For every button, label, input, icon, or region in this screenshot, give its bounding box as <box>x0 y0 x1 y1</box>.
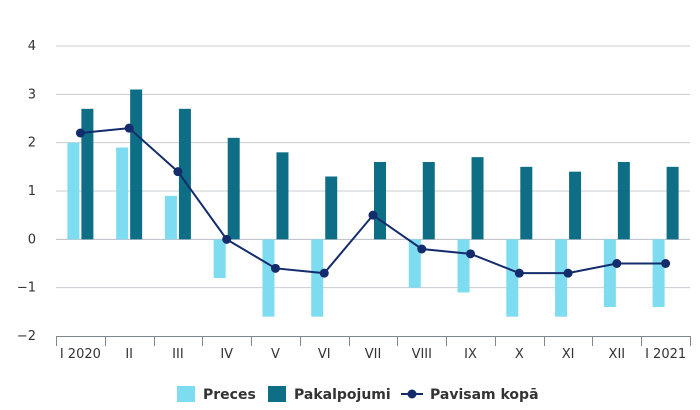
x-tick-label-1: II <box>125 347 133 362</box>
bar-pakalpojumi-10 <box>569 171 582 240</box>
point-pavisam-kopa-7 <box>417 244 427 254</box>
y-tick-label-2: 2 <box>28 136 36 151</box>
x-tick-label-2: III <box>172 347 184 362</box>
total-line <box>75 123 671 278</box>
point-pavisam-kopa-8 <box>466 249 476 259</box>
legend-marker-pavisam-kopa <box>407 389 417 399</box>
x-tick-label-8: IX <box>464 347 477 362</box>
bar-pakalpojumi-7 <box>422 162 435 240</box>
bar-preces-9 <box>506 239 519 317</box>
y-tick-label-0: 4 <box>28 39 36 54</box>
bar-preces-4 <box>262 239 275 317</box>
bar-preces-1 <box>116 147 129 240</box>
bar-pakalpojumi-12 <box>666 166 679 240</box>
bar-preces-5 <box>311 239 324 317</box>
bar-pakalpojumi-3 <box>227 137 240 240</box>
bar-pakalpojumi-0 <box>81 108 94 240</box>
x-tick-label-3: IV <box>220 347 233 362</box>
point-pavisam-kopa-12 <box>661 259 671 268</box>
x-axis: I 2020 II III IV V VI VII VIII IX X XI XII I 2021 <box>56 336 691 362</box>
legend-label-pakalpojumi: Pakalpojumi <box>294 387 391 403</box>
point-pavisam-kopa-4 <box>270 263 280 273</box>
bar-preces-12 <box>652 239 665 307</box>
legend-label-preces: Preces <box>203 387 256 403</box>
bar-preces-2 <box>164 195 177 240</box>
y-tick-label-3: 1 <box>28 184 36 199</box>
bar-pakalpojumi-2 <box>178 108 191 240</box>
point-pavisam-kopa-11 <box>612 259 622 268</box>
bar-preces-0 <box>67 142 80 240</box>
x-tick-label-10: XI <box>562 347 575 362</box>
bar-pakalpojumi-9 <box>520 166 533 240</box>
point-pavisam-kopa-3 <box>222 234 232 244</box>
bar-pakalpojumi-11 <box>617 162 630 240</box>
point-pavisam-kopa-10 <box>563 268 573 278</box>
bar-pakalpojumi-1 <box>130 89 143 240</box>
point-pavisam-kopa-2 <box>173 167 183 177</box>
point-pavisam-kopa-1 <box>124 123 134 133</box>
x-tick-label-11: XII <box>609 347 626 362</box>
y-tick-label-5: −1 <box>17 281 36 296</box>
x-tick-label-5: VI <box>318 347 331 362</box>
y-axis-tick-labels: 4 3 2 1 0 −1 −2 <box>17 39 36 344</box>
bar-preces-10 <box>555 239 568 317</box>
x-tick-label-6: VII <box>365 347 382 362</box>
x-tick-label-12: I 2021 <box>645 347 686 362</box>
legend-swatch-pakalpojumi <box>268 386 286 402</box>
point-pavisam-kopa-6 <box>368 210 378 220</box>
x-tick-label-0: I 2020 <box>60 347 101 362</box>
bar-pakalpojumi-4 <box>276 152 289 240</box>
grid-lines <box>56 45 690 289</box>
bar-pakalpojumi-8 <box>471 157 484 240</box>
x-tick-label-9: X <box>515 347 524 362</box>
point-pavisam-kopa-5 <box>319 268 329 278</box>
bar-pakalpojumi-5 <box>325 176 338 240</box>
point-pavisam-kopa-0 <box>75 128 85 138</box>
bar-pakalpojumi-6 <box>374 162 386 240</box>
bar-preces-7 <box>408 239 421 288</box>
legend-label-pavisam-kopa: Pavisam kopā <box>430 387 539 403</box>
x-tick-label-7: VIII <box>412 347 432 362</box>
bar-preces-3 <box>213 239 226 278</box>
bar-preces-8 <box>457 239 470 293</box>
y-tick-label-1: 3 <box>28 87 36 102</box>
point-pavisam-kopa-9 <box>514 268 524 278</box>
y-tick-label-6: −2 <box>17 329 36 344</box>
legend-swatch-preces <box>177 386 195 402</box>
x-tick-label-4: V <box>271 347 280 362</box>
legend: Preces Pakalpojumi Pavisam kopā <box>177 386 539 403</box>
bars <box>67 89 679 317</box>
bar-preces-11 <box>603 239 616 307</box>
y-tick-label-4: 0 <box>28 232 36 247</box>
